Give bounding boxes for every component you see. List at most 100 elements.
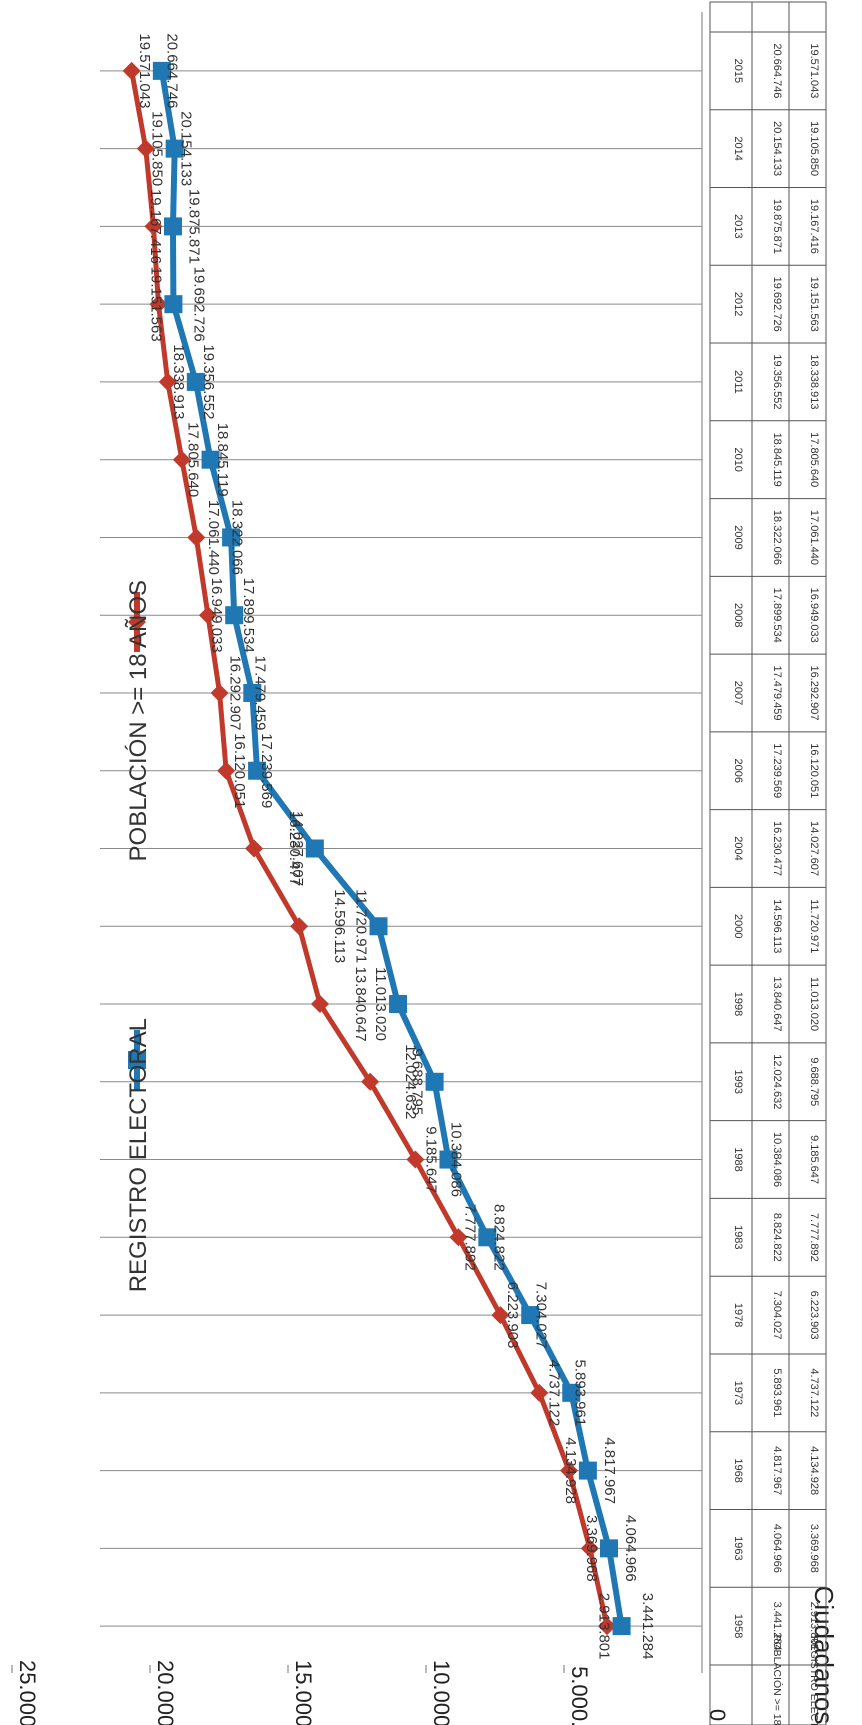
- data-label: 9.688.795: [409, 1048, 426, 1115]
- table-year-cell: 1963: [732, 1536, 744, 1560]
- table-registry-cell: 14.027.607: [808, 821, 820, 876]
- data-label: 13.840.647: [352, 966, 369, 1041]
- table-year-cell: 1968: [732, 1458, 744, 1482]
- legend-label: POBLACIÓN >= 18 AÑOS: [125, 580, 152, 861]
- population-point: [598, 1617, 617, 1636]
- table-population-cell: 17.239.569: [771, 743, 783, 798]
- data-label: 11.720.971: [353, 889, 370, 963]
- data-label: 18.845.119: [214, 423, 231, 497]
- table-registry-cell: 19.167.416: [808, 199, 820, 254]
- table-population-cell: 3.441.284: [771, 1602, 783, 1651]
- data-label: 19.105.850: [149, 111, 166, 186]
- population-point: [290, 917, 309, 936]
- population-point: [491, 1306, 510, 1325]
- category-gridlines: [100, 70, 702, 1627]
- table-row-header-population: POBLACIÓN >= 18 AÑOS: [771, 1634, 784, 1725]
- data-label: 9.185.647: [422, 1126, 439, 1193]
- population-point: [560, 1461, 579, 1480]
- data-label: 8.824.822: [490, 1204, 507, 1271]
- population-point: [172, 450, 191, 469]
- table-year-cell: 1983: [732, 1225, 744, 1249]
- table-population-cell: 18.845.119: [771, 433, 783, 487]
- table-registry-cell: 17.061.440: [808, 510, 820, 565]
- table-year-cell: 1993: [732, 1070, 744, 1094]
- data-label: 16.949.033: [208, 578, 225, 653]
- registry-point: [225, 606, 244, 625]
- legend: POBLACIÓN >= 18 AÑOS REGISTRO ELECTORAL: [125, 580, 152, 1292]
- table-population-cell: 17.479.459: [771, 665, 783, 720]
- table-population-cell: 13.840.647: [771, 976, 783, 1031]
- table-year-cell: 1978: [732, 1303, 744, 1327]
- table-year-cell: 1998: [732, 992, 744, 1016]
- population-point: [449, 1228, 468, 1247]
- registry-point: [439, 1150, 458, 1169]
- value-tick-label: 10.000.000: [429, 1660, 454, 1725]
- population-point: [310, 995, 329, 1014]
- table-population-cell: 19.356.552: [771, 354, 783, 409]
- table-year-cell: 1973: [732, 1381, 744, 1405]
- registry-point: [305, 839, 324, 858]
- registry-point: [369, 917, 388, 936]
- data-table: 1958 3.441.284 2.913.801 1963 4.064.966 3.369…: [709, 1, 827, 1725]
- table-population-cell: 14.596.113: [771, 899, 783, 953]
- table-population-cell: 20.664.746: [771, 43, 783, 98]
- table-population-cell: 20.154.133: [771, 121, 783, 176]
- data-label: 4.817.967: [601, 1437, 618, 1504]
- registry-point: [164, 295, 183, 314]
- data-label: 5.893.961: [571, 1359, 588, 1426]
- table-registry-cell: 16.949.033: [808, 588, 820, 643]
- table-year-cell: 2010: [732, 447, 744, 471]
- table-population-cell: 12.024.632: [771, 1054, 783, 1109]
- table-registry-cell: 11.720.971: [808, 899, 820, 953]
- registry-point: [243, 683, 262, 702]
- table-population-cell: 10.384.086: [771, 1132, 783, 1187]
- data-label: 11.013.020: [372, 967, 389, 1041]
- data-label: 10.384.086: [447, 1122, 464, 1197]
- table-population-cell: 19.875.871: [771, 199, 783, 254]
- table-registry-cell: 19.571.043: [808, 43, 820, 98]
- data-label: 4.134.928: [562, 1437, 579, 1504]
- data-label: 17.479.459: [252, 655, 269, 730]
- table-year-cell: 2000: [732, 914, 744, 938]
- table-registry-cell: 4.134.928: [808, 1446, 820, 1495]
- registry-point: [599, 1539, 618, 1558]
- table-year-cell: 2014: [732, 136, 744, 160]
- data-label: 3.441.284: [639, 1593, 656, 1660]
- data-label: 14.596.113: [331, 889, 348, 963]
- population-point: [149, 295, 168, 314]
- table-border: [709, 1, 827, 1725]
- population-point: [406, 1150, 425, 1169]
- registry-point: [425, 1072, 444, 1091]
- data-label: 19.356.552: [200, 344, 217, 419]
- population-point: [122, 61, 141, 80]
- table-year-cell: 1988: [732, 1147, 744, 1171]
- population-point: [210, 683, 229, 702]
- data-label: 17.899.534: [240, 578, 257, 653]
- population-point: [580, 1539, 599, 1558]
- population-point: [158, 372, 177, 391]
- table-registry-cell: 11.013.020: [808, 977, 820, 1031]
- table-population-cell: 19.692.726: [771, 277, 783, 332]
- population-point: [245, 839, 264, 858]
- data-label: 2.913.801: [596, 1593, 613, 1660]
- table-year-cell: 2011: [732, 370, 744, 394]
- table-registry-cell: 9.185.647: [808, 1135, 820, 1184]
- registry-point: [562, 1383, 581, 1402]
- legend-swatch-marker: [128, 613, 146, 631]
- data-label: 19.692.726: [190, 267, 207, 342]
- table-year-cell: 2008: [732, 603, 744, 627]
- table-registry-cell: 19.151.563: [808, 277, 820, 332]
- registry-point: [521, 1306, 540, 1325]
- table-population-cell: 8.824.822: [771, 1213, 783, 1262]
- value-tick-label: 20.000.000: [153, 1660, 178, 1725]
- registry-point: [222, 528, 241, 547]
- data-label: 19.151.563: [147, 267, 164, 342]
- table-row-header-registry: REGISTRO ELECTORAL: [808, 1636, 820, 1725]
- population-point: [136, 139, 155, 158]
- table-registry-cell: 4.737.122: [808, 1368, 820, 1417]
- data-label: 14.027.607: [289, 811, 306, 886]
- registry-point: [389, 995, 408, 1014]
- data-label: 16.120.051: [231, 733, 248, 808]
- table-population-cell: 18.322.066: [771, 510, 783, 565]
- table-registry-cell: 18.338.913: [808, 354, 820, 409]
